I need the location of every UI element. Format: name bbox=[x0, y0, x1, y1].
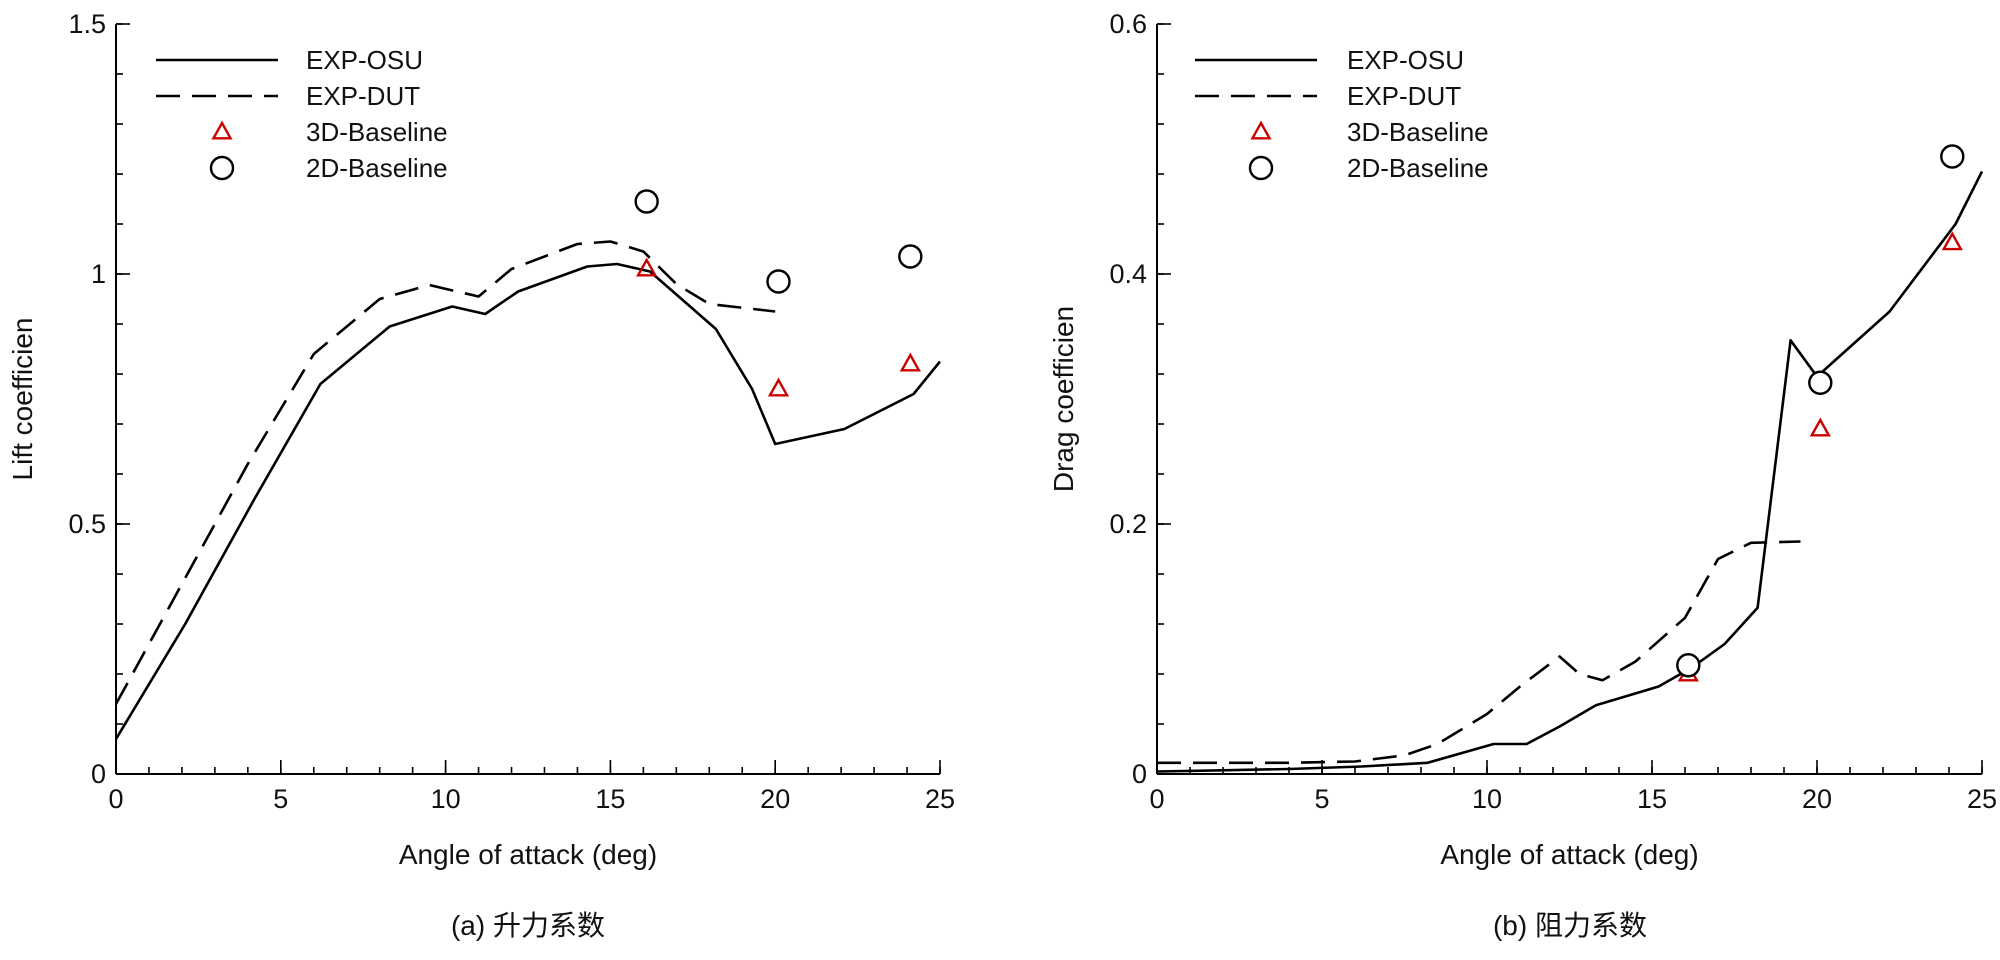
panel-b-legend-entry-exp-dut: EXP-DUT bbox=[1195, 81, 1461, 111]
panel-a-legend-entry-exp-dut: EXP-DUT bbox=[156, 81, 420, 111]
panel-a-y-tick-label-0_5: 0.5 bbox=[68, 509, 106, 539]
panel-b-y-tick-label-0_6: 0.6 bbox=[1109, 9, 1147, 39]
panel-b-x-tick-label-5: 5 bbox=[1314, 784, 1329, 814]
panel-b-x-tick-label-25: 25 bbox=[1967, 784, 1997, 814]
panel-b-y-tick-label-0_2: 0.2 bbox=[1109, 509, 1147, 539]
panel-b-caption: (b) 阻力系数 bbox=[1493, 910, 1647, 941]
panel-b-legend-swatch-3d-baseline bbox=[1250, 120, 1272, 140]
panel-b-legend-label-2d-baseline: 2D-Baseline bbox=[1347, 153, 1489, 183]
panel-a-x-tick-label-15: 15 bbox=[595, 784, 625, 814]
panel-a-legend-label-exp-osu: EXP-OSU bbox=[306, 45, 423, 75]
panel-b-y-axis-title: Drag coefficien bbox=[1048, 306, 1079, 492]
panel-a-2d-baseline-point-2 bbox=[898, 244, 923, 269]
panel-a-legend-label-3d-baseline: 3D-Baseline bbox=[306, 117, 448, 147]
panel-a-2d-baseline-point-1 bbox=[766, 269, 791, 294]
panel-a-caption: (a) 升力系数 bbox=[451, 910, 605, 941]
panel-b-series-exp-osu bbox=[1156, 170, 1984, 773]
panel-b-exp-osu-line bbox=[1156, 170, 1984, 773]
panel-a-y-axis-title: Lift coefficien bbox=[7, 318, 38, 481]
panel-a-exp-osu-line bbox=[114, 262, 942, 740]
panel-b-x-axis-title: Angle of attack (deg) bbox=[1440, 839, 1698, 870]
panel-a-legend-entry-exp-osu: EXP-OSU bbox=[156, 45, 423, 75]
panel-b-exp-dut-line bbox=[1157, 540, 1801, 765]
panel-a-3d-baseline-point-0 bbox=[636, 257, 658, 277]
panel-b-series-exp-dut bbox=[1157, 540, 1801, 765]
panel-a-x-axis-title: Angle of attack (deg) bbox=[399, 839, 657, 870]
panel-b-legend-label-3d-baseline: 3D-Baseline bbox=[1347, 117, 1489, 147]
panel-b-3d-baseline-point-2 bbox=[1941, 231, 1963, 251]
panel-b-2d-baseline-point-0 bbox=[1676, 653, 1701, 678]
panel-a-legend-entry-2d-baseline: 2D-Baseline bbox=[209, 153, 448, 183]
panel-a-3d-baseline-point-2 bbox=[899, 352, 921, 372]
panel-b-3d-baseline-point-1 bbox=[1809, 417, 1831, 437]
panel-b-x-tick-label-15: 15 bbox=[1637, 784, 1667, 814]
panel-a-y-tick-label-0: 0 bbox=[91, 759, 106, 789]
panel-b-y-tick-label-0: 0 bbox=[1132, 759, 1147, 789]
panel-a-x-tick-label-10: 10 bbox=[431, 784, 461, 814]
panel-a-series-exp-osu bbox=[114, 262, 942, 740]
panel-a-x-tick-label-25: 25 bbox=[925, 784, 955, 814]
panel-a-legend-swatch-3d-baseline bbox=[211, 120, 233, 140]
panel-a-y-tick-label-1_5: 1.5 bbox=[68, 9, 106, 39]
panel-b-legend-label-exp-dut: EXP-DUT bbox=[1347, 81, 1461, 111]
panel-b-x-tick-label-0: 0 bbox=[1149, 784, 1164, 814]
panel-a-x-tick-label-0: 0 bbox=[108, 784, 123, 814]
drag-chart-panel: 0 5 10 15 20 25 0 0.2 0.4 0.6 Angle of attack (deg… bbox=[1048, 9, 1997, 941]
lift-chart-panel: 0 5 10 15 20 25 0 0.5 1 1.5 Angle of attack (deg) L… bbox=[7, 9, 955, 941]
panel-b-legend-swatch-2d-baseline bbox=[1248, 155, 1274, 181]
panel-a-y-tick-label-1: 1 bbox=[91, 259, 106, 289]
panel-a-3d-baseline-point-1 bbox=[767, 377, 790, 397]
panel-b-legend-entry-3d-baseline: 3D-Baseline bbox=[1250, 117, 1489, 147]
panel-a-series-exp-dut bbox=[114, 240, 776, 705]
panel-a-x-tick-label-5: 5 bbox=[273, 784, 288, 814]
panel-b-series-2d-baseline bbox=[1676, 144, 1965, 678]
panel-b-2d-baseline-point-2 bbox=[1940, 144, 1965, 169]
panel-b-legend-entry-2d-baseline: 2D-Baseline bbox=[1248, 153, 1489, 183]
panel-a-series-3d-baseline bbox=[636, 257, 921, 397]
panel-a-legend-label-exp-dut: EXP-DUT bbox=[306, 81, 420, 111]
panel-b-legend-entry-exp-osu: EXP-OSU bbox=[1195, 45, 1464, 75]
panel-b-legend-label-exp-osu: EXP-OSU bbox=[1347, 45, 1464, 75]
panel-a-legend-label-2d-baseline: 2D-Baseline bbox=[306, 153, 448, 183]
panel-b-x-tick-label-10: 10 bbox=[1472, 784, 1502, 814]
panel-a-2d-baseline-point-0 bbox=[634, 189, 659, 214]
panel-a-series-2d-baseline bbox=[634, 189, 923, 294]
panel-a-x-tick-label-20: 20 bbox=[760, 784, 790, 814]
panel-a-legend-entry-3d-baseline: 3D-Baseline bbox=[211, 117, 448, 147]
panel-b-y-tick-label-0_4: 0.4 bbox=[1109, 259, 1147, 289]
panel-b-x-tick-label-20: 20 bbox=[1802, 784, 1832, 814]
panel-a-legend-swatch-2d-baseline bbox=[209, 155, 235, 181]
panel-a-exp-dut-line bbox=[114, 240, 776, 705]
panel-b-2d-baseline-point-1 bbox=[1808, 370, 1833, 395]
